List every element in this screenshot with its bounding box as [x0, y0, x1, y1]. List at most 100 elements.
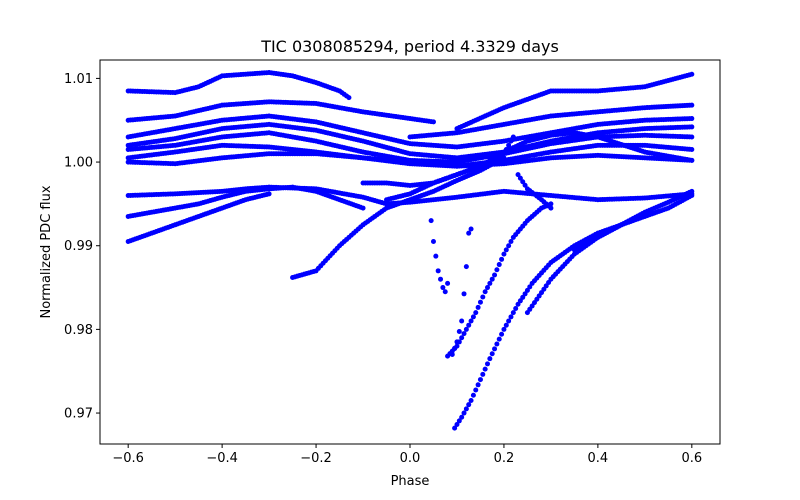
x-tick-label: −0.2	[300, 451, 332, 466]
data-point	[510, 134, 516, 140]
data-point	[466, 402, 472, 408]
data-point	[492, 272, 498, 278]
data-point	[499, 256, 505, 262]
data-point	[489, 276, 495, 282]
data-point	[487, 356, 493, 362]
data-point	[459, 318, 465, 324]
y-tick-label: 1.01	[64, 72, 93, 87]
data-point	[522, 182, 528, 188]
data-point	[496, 262, 502, 268]
data-point	[499, 331, 505, 337]
data-point	[360, 205, 366, 211]
data-point	[492, 346, 498, 352]
x-tick-label: −0.6	[112, 451, 144, 466]
y-tick-label: 0.98	[64, 323, 93, 338]
data-point	[454, 421, 460, 427]
data-point	[475, 382, 481, 388]
data-point	[480, 294, 486, 300]
data-point	[501, 251, 507, 257]
data-point	[470, 392, 476, 398]
data-point	[456, 339, 462, 345]
data-point	[459, 414, 465, 420]
data-point	[438, 276, 444, 282]
data-point	[501, 326, 507, 332]
chart-title: TIC 0308085294, period 4.3329 days	[260, 37, 559, 56]
data-point	[689, 124, 695, 130]
data-point	[461, 410, 467, 416]
data-point	[463, 326, 469, 332]
data-point	[689, 134, 695, 140]
y-axis-label: Normalized PDC flux	[39, 185, 54, 318]
data-point	[466, 322, 472, 328]
x-tick-label: 0.0	[400, 451, 421, 466]
data-point	[428, 218, 434, 224]
data-point	[468, 226, 474, 232]
data-point	[445, 280, 451, 286]
y-tick-label: 0.99	[64, 239, 93, 254]
data-point	[456, 328, 462, 334]
data-point	[689, 188, 695, 194]
data-point	[503, 147, 509, 153]
data-point	[459, 335, 465, 341]
data-point	[506, 318, 512, 324]
data-point	[508, 314, 514, 320]
data-point	[489, 351, 495, 357]
data-point	[346, 95, 352, 101]
data-point	[442, 289, 448, 295]
data-point	[468, 318, 474, 324]
data-point	[689, 102, 695, 108]
data-point	[473, 387, 479, 393]
data-point	[480, 371, 486, 377]
data-point	[689, 116, 695, 122]
data-point	[468, 398, 474, 403]
data-point	[689, 157, 695, 163]
data-point	[501, 151, 507, 157]
data-point	[503, 322, 509, 328]
data-point	[485, 361, 490, 367]
data-point	[430, 119, 436, 125]
data-point	[461, 291, 467, 297]
data-point	[494, 267, 500, 273]
data-point	[266, 191, 272, 197]
data-point	[454, 343, 460, 349]
x-axis: −0.6 −0.4 −0.2 0.0 0.2 0.4 0.6	[112, 444, 702, 466]
data-point	[689, 71, 695, 77]
data-point	[506, 243, 512, 249]
y-tick-label: 0.97	[64, 407, 93, 422]
data-point	[433, 253, 439, 259]
x-tick-label: 0.4	[588, 451, 609, 466]
data-points-layer	[125, 70, 695, 431]
data-point	[513, 305, 519, 311]
data-point	[463, 264, 469, 270]
data-point	[496, 336, 502, 342]
data-point	[452, 425, 458, 431]
x-tick-label: 0.6	[681, 451, 702, 466]
data-point	[477, 377, 483, 383]
data-point	[503, 247, 509, 253]
data-point	[463, 406, 469, 412]
data-point	[487, 280, 493, 286]
data-point	[508, 138, 514, 144]
data-point	[473, 310, 479, 316]
data-point	[475, 304, 481, 310]
data-point	[461, 331, 467, 337]
data-point	[689, 147, 695, 153]
data-point	[515, 172, 521, 178]
data-point	[440, 285, 446, 291]
data-point	[520, 179, 526, 185]
data-point	[477, 299, 483, 305]
data-point	[517, 175, 523, 181]
data-point	[482, 366, 488, 372]
y-tick-label: 1.00	[64, 156, 93, 171]
data-point	[456, 418, 462, 424]
data-point	[430, 239, 436, 245]
data-point	[470, 314, 476, 320]
data-point	[494, 341, 500, 347]
x-axis-label: Phase	[391, 474, 430, 489]
data-point	[485, 285, 490, 291]
data-point	[510, 310, 516, 316]
x-tick-label: −0.4	[206, 451, 238, 466]
data-point	[435, 268, 441, 274]
data-point	[548, 201, 554, 207]
